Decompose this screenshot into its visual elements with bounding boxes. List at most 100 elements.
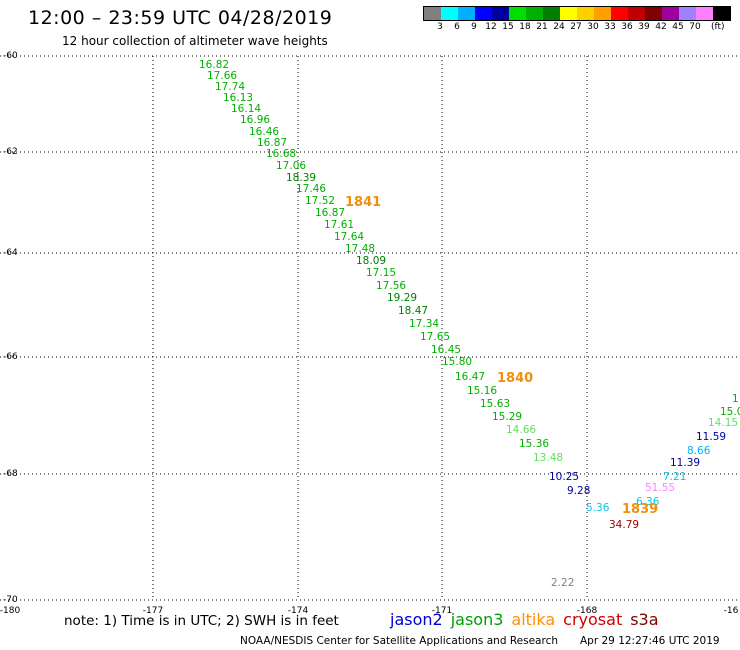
wave-height-label: 18.39 [286, 172, 317, 184]
wave-height-label: 14.66 [506, 424, 537, 436]
pass-label: 1841 [345, 195, 382, 210]
wave-height-label: 10.25 [549, 471, 580, 483]
wave-height-label: 16.14 [231, 103, 262, 115]
satellite-name: jason2 [390, 610, 443, 629]
lon-label: -16 [723, 606, 739, 616]
wave-height-label: 17.64 [334, 231, 365, 243]
wave-height-label: 8.66 [687, 445, 711, 457]
legend-swatch [628, 7, 645, 20]
legend-swatch [645, 7, 662, 20]
legend-swatch [696, 7, 713, 20]
lon-label: -174 [287, 606, 309, 616]
wave-height-label: 6.36 [636, 496, 660, 508]
wave-height-label: 14.15 [708, 417, 739, 429]
wave-height-label: 1 [732, 393, 739, 405]
wave-height-label: 16.96 [240, 114, 271, 126]
lat-label: -68 [3, 469, 18, 479]
lat-label: -70 [3, 595, 18, 605]
legend-tick-label: 30 [587, 22, 599, 32]
wave-height-label: 15.29 [492, 411, 523, 423]
pass-label: 1840 [497, 371, 534, 386]
color-legend [423, 6, 731, 21]
legend-swatch [424, 7, 441, 20]
legend-tick-label: 6 [454, 22, 460, 32]
wave-height-label: 17.56 [376, 280, 407, 292]
wave-height-label: 9.28 [567, 485, 591, 497]
legend-tick-label: 70 [689, 22, 701, 32]
lon-label: -180 [0, 606, 21, 616]
legend-swatch [441, 7, 458, 20]
wave-height-label: 16.13 [223, 92, 254, 104]
wave-height-label: 15.80 [442, 356, 473, 368]
legend-swatch [713, 7, 730, 20]
wave-height-label: 11.39 [670, 457, 701, 469]
satellite-name: jason3 [450, 610, 504, 629]
satellite-name: cryosat [563, 610, 623, 629]
wave-height-label: 5.36 [586, 502, 610, 514]
lat-label: -64 [3, 248, 18, 258]
legend-unit: (ft) [711, 22, 725, 32]
wave-height-label: 16.87 [315, 207, 346, 219]
satellite-legend: jason2 jason3 altika cryosat s3a [390, 610, 667, 629]
wave-height-label: 17.52 [305, 195, 336, 207]
footer-note: note: 1) Time is in UTC; 2) SWH is in fe… [64, 613, 339, 629]
generated-timestamp: Apr 29 12:27:46 UTC 2019 [580, 635, 720, 647]
legend-tick-label: 27 [570, 22, 582, 32]
legend-tick-label: 42 [655, 22, 667, 32]
wave-height-label: 16.68 [266, 148, 297, 160]
wave-height-label: 17.06 [276, 160, 307, 172]
lon-label: -177 [142, 606, 164, 616]
legend-swatch [662, 7, 679, 20]
legend-swatch [458, 7, 475, 20]
legend-tick-label: 39 [638, 22, 650, 32]
wave-height-label: 16.46 [249, 126, 280, 138]
satellite-name: s3a [630, 610, 659, 629]
lat-label: -66 [3, 352, 18, 362]
legend-swatch [679, 7, 696, 20]
legend-swatch [509, 7, 526, 20]
page-title: 12:00 – 23:59 UTC 04/28/2019 [28, 7, 333, 29]
wave-height-label: 15.63 [480, 398, 511, 410]
wave-height-label: 16.45 [431, 344, 462, 356]
wave-height-label: 15.0 [720, 406, 740, 418]
wave-height-label: 16.47 [455, 371, 486, 383]
legend-tick-label: 21 [536, 22, 548, 32]
legend-swatch [560, 7, 577, 20]
wave-height-label: 18.09 [356, 255, 387, 267]
wave-height-label: 16.87 [257, 137, 288, 149]
wave-height-label: 19.29 [387, 292, 418, 304]
wave-height-label: 17.46 [296, 183, 327, 195]
wave-height-label: 17.74 [215, 81, 246, 93]
legend-tick-label: 33 [604, 22, 616, 32]
lon-label: -168 [576, 606, 598, 616]
legend-swatch [611, 7, 628, 20]
wave-height-label: 17.15 [366, 267, 397, 279]
pass-label: 1839 [622, 502, 659, 517]
wave-height-label: 15.36 [519, 438, 550, 450]
legend-swatch [475, 7, 492, 20]
legend-tick-label: 45 [672, 22, 684, 32]
satellite-name: altika [511, 610, 556, 629]
legend-swatch [526, 7, 543, 20]
wave-height-label: 34.79 [609, 519, 640, 531]
legend-swatch [594, 7, 611, 20]
lat-label: -62 [3, 147, 18, 157]
wave-height-label: 51.55 [645, 482, 676, 494]
legend-tick-label: 36 [621, 22, 633, 32]
wave-height-label: 13.48 [533, 452, 564, 464]
wave-height-label: 17.48 [345, 243, 376, 255]
legend-tick-label: 24 [553, 22, 565, 32]
wave-height-label: 17.65 [420, 331, 451, 343]
legend-swatch [543, 7, 560, 20]
legend-swatch [492, 7, 509, 20]
credit-line: NOAA/NESDIS Center for Satellite Applica… [240, 635, 558, 647]
wave-height-label: 15.16 [467, 385, 498, 397]
wave-height-label: 11.59 [696, 431, 727, 443]
wave-height-label: 16.82 [199, 59, 230, 71]
wave-height-label: 7.21 [663, 471, 687, 483]
lon-label: -171 [431, 606, 453, 616]
wave-height-label: 17.66 [207, 70, 238, 82]
legend-tick-label: 15 [502, 22, 514, 32]
wave-height-label: 18.47 [398, 305, 429, 317]
